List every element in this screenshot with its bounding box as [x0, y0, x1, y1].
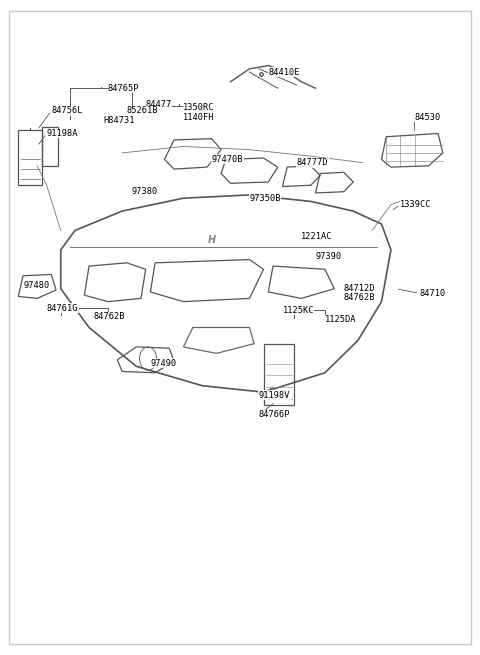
Text: 1125DA: 1125DA	[325, 315, 356, 324]
Text: 84766P: 84766P	[259, 410, 290, 419]
Text: 84762B: 84762B	[94, 312, 125, 321]
Text: 84762B: 84762B	[344, 293, 375, 301]
Text: 84410E: 84410E	[268, 67, 300, 77]
Text: 97350B: 97350B	[250, 194, 281, 202]
Text: 84712D: 84712D	[344, 284, 375, 293]
Text: 84756L: 84756L	[51, 106, 83, 115]
Text: 84477: 84477	[145, 100, 172, 109]
Text: 97490: 97490	[150, 358, 177, 367]
Text: 1221AC: 1221AC	[301, 233, 333, 242]
Text: 91198A: 91198A	[47, 129, 78, 138]
Text: 1350RC: 1350RC	[183, 103, 215, 112]
Text: 85261B: 85261B	[127, 106, 158, 115]
Text: 1140FH: 1140FH	[183, 113, 215, 122]
Text: 84710: 84710	[419, 289, 445, 298]
Text: H: H	[208, 235, 216, 245]
Text: 1339CC: 1339CC	[400, 200, 432, 209]
Text: 97380: 97380	[132, 187, 158, 196]
Text: 84765P: 84765P	[108, 84, 139, 93]
Text: H84731: H84731	[103, 116, 135, 125]
Text: 97390: 97390	[315, 252, 342, 261]
Text: 97470B: 97470B	[212, 155, 243, 164]
Text: 91198V: 91198V	[259, 391, 290, 400]
Text: 97480: 97480	[23, 281, 49, 290]
Text: 1125KC: 1125KC	[282, 305, 314, 314]
Text: 84777D: 84777D	[297, 158, 328, 167]
Text: 84530: 84530	[415, 113, 441, 122]
Text: 84761G: 84761G	[47, 304, 78, 312]
